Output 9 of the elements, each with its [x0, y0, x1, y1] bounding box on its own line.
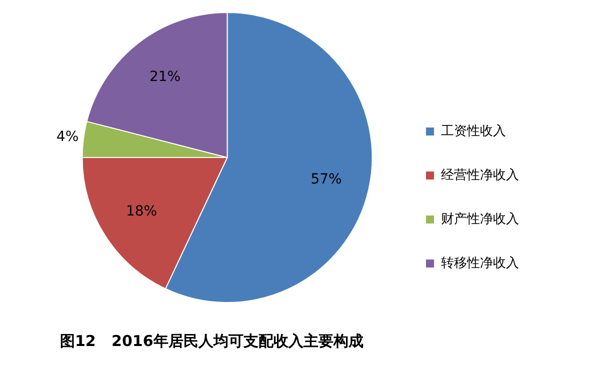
legend-label: 经营性净收入 [441, 168, 519, 183]
data-label: 18% [126, 204, 158, 220]
legend-label: 工资性收入 [441, 124, 506, 139]
text: 图12 2016年居民人均可支配收入主要构成 [60, 332, 364, 350]
data-label: 57% [310, 171, 342, 188]
data-label: 21% [149, 68, 181, 85]
data-label: 4% [56, 128, 79, 145]
legend-label: 财产性净收入 [441, 212, 519, 227]
legend-label: 转移性净收入 [441, 256, 519, 271]
